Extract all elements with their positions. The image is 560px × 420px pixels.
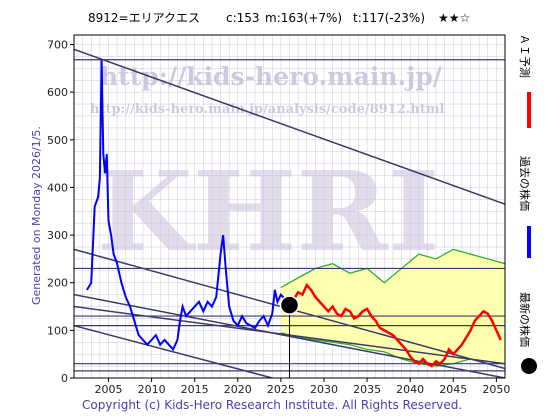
trend-line	[74, 48, 505, 205]
y-tick-label: 500	[47, 134, 68, 147]
forecast-band-area	[280, 249, 505, 367]
current-price: c:153	[226, 11, 260, 25]
plot-area: 0 100 200 300 400 500 600 700 2005 2010 2015 2020 20…	[47, 34, 510, 396]
watermark-url: http://kids-hero.main.jp/	[100, 62, 443, 91]
latest-point-marker	[279, 295, 300, 315]
target-price: t:117(-23%)	[353, 11, 425, 25]
forecast-band-lower-line	[280, 332, 505, 367]
stock-name: 8912=エリアクエス	[88, 11, 200, 25]
x-tick-label: 2005	[94, 383, 122, 396]
x-tick-label: 2035	[353, 383, 381, 396]
mid-price: m:163(+7%)	[265, 11, 342, 25]
y-tick-label: 600	[47, 86, 68, 99]
legend-latest-dot	[521, 358, 537, 374]
x-tick-label: 2045	[439, 383, 467, 396]
x-tick-label: 2015	[181, 383, 209, 396]
legend-latest-label: 最新の株価	[518, 292, 532, 347]
plot-series-group	[74, 48, 505, 378]
x-tick-label: 2050	[482, 383, 510, 396]
series-ai-forecast-line	[284, 282, 502, 368]
plot-frame	[73, 34, 506, 379]
y-tick-label: 0	[61, 372, 68, 385]
y-tick-label: 700	[47, 39, 68, 52]
x-tick-label: 2040	[396, 383, 424, 396]
legend-past-label: 過去の株価	[518, 156, 532, 211]
generated-date: Generated on Monday 2026/1/5.	[30, 126, 43, 305]
watermark-url-detail: http://kids-hero.main.jp/analysis/code/8…	[90, 102, 445, 117]
y-tick-label: 300	[47, 229, 68, 242]
y-tick-label: 100	[47, 324, 68, 337]
y-tick-label: 400	[47, 181, 68, 194]
x-tick-label: 2025	[267, 383, 295, 396]
copyright-text: Copyright (c) Kids-Hero Research Institu…	[82, 398, 462, 412]
rating-stars: ★★☆	[438, 11, 470, 25]
legend-ai-label: ＡＩ予測	[518, 34, 532, 78]
x-tick-label: 2020	[224, 383, 252, 396]
y-tick-label: 200	[47, 277, 68, 290]
x-tick-label: 2030	[310, 383, 338, 396]
x-tick-label: 2010	[138, 383, 166, 396]
series-past-price-line	[86, 59, 286, 352]
forecast-band-upper-line	[280, 248, 505, 289]
trend-line	[74, 324, 273, 378]
